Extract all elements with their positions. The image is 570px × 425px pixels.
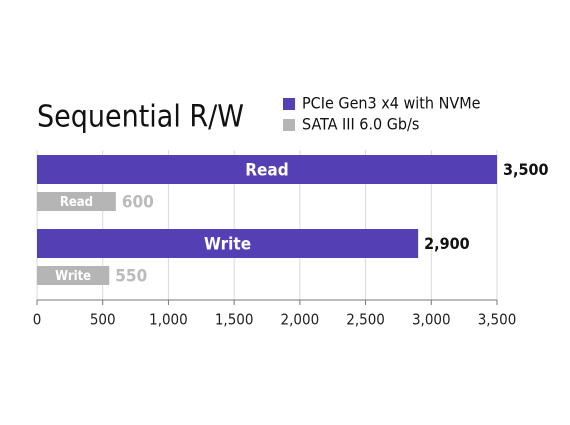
value-label: 600 — [122, 193, 154, 213]
x-tick-label: 2,000 — [281, 311, 320, 329]
bar-category-label: Read — [245, 161, 288, 181]
legend-label: SATA III 6.0 Gb/s — [302, 115, 419, 134]
bar-category-label: Write — [204, 235, 251, 255]
bar — [37, 192, 116, 211]
x-tick-label: 3,000 — [412, 311, 451, 329]
legend-label: PCIe Gen3 x4 with NVMe — [302, 94, 481, 113]
legend-swatch — [283, 98, 295, 110]
bar — [37, 229, 419, 258]
bar — [37, 155, 497, 184]
x-tick-label: 1,000 — [149, 311, 188, 329]
bar — [37, 266, 110, 285]
value-label: 3,500 — [503, 160, 549, 179]
x-tick-label: 3,500 — [478, 311, 517, 329]
x-tick-label: 0 — [33, 311, 42, 329]
chart-title: Sequential R/W — [37, 100, 244, 135]
bar-category-label: Read — [60, 195, 93, 210]
value-label: 2,900 — [424, 234, 470, 253]
x-tick-label: 500 — [90, 311, 116, 329]
legend-swatch — [283, 119, 295, 131]
x-tick-label: 2,500 — [346, 311, 385, 329]
value-label: 550 — [115, 267, 147, 287]
bar-category-label: Write — [55, 269, 91, 284]
x-tick-label: 1,500 — [215, 311, 254, 329]
